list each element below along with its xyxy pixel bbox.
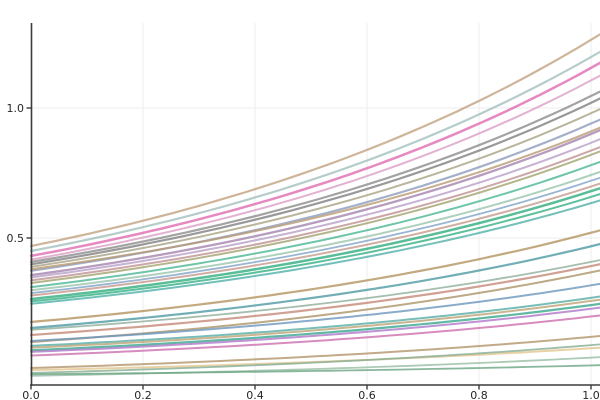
series-line xyxy=(30,176,600,294)
series-line xyxy=(30,193,600,303)
series-line xyxy=(29,50,600,253)
series-line xyxy=(29,90,600,263)
y-tick-label: 0.5 xyxy=(7,232,25,245)
series-line xyxy=(30,259,600,331)
series-line xyxy=(29,263,600,337)
x-tick-label: 0.8 xyxy=(470,389,488,400)
x-tick-label: 0.0 xyxy=(22,389,40,400)
series-line xyxy=(30,364,600,376)
series-line xyxy=(29,243,600,330)
series-line xyxy=(29,129,600,277)
series-line xyxy=(29,229,600,324)
series-line xyxy=(29,97,600,266)
series-line xyxy=(30,282,600,342)
x-tick-label: 1.0 xyxy=(582,389,600,400)
series-line xyxy=(30,335,600,369)
x-tick-label: 0.4 xyxy=(246,389,264,400)
series-line xyxy=(29,33,600,248)
series-line xyxy=(30,126,600,271)
series-line xyxy=(30,314,600,357)
series-line xyxy=(30,138,600,279)
x-tick-label: 0.6 xyxy=(358,389,376,400)
series-line xyxy=(29,187,600,301)
series-line xyxy=(30,108,600,268)
series-line xyxy=(30,74,600,261)
x-tick-label: 0.2 xyxy=(134,389,152,400)
series-line xyxy=(29,61,600,258)
series-line xyxy=(30,160,600,289)
series-line xyxy=(30,298,600,349)
series-line xyxy=(30,171,600,292)
series-line xyxy=(29,302,600,352)
series-line xyxy=(30,182,600,297)
series-line xyxy=(30,306,600,353)
series-line xyxy=(30,150,600,284)
series-line xyxy=(30,343,600,374)
series-line xyxy=(30,295,600,347)
series-line xyxy=(30,146,600,282)
y-tick-label: 1.0 xyxy=(7,102,25,115)
series-line xyxy=(30,199,600,305)
